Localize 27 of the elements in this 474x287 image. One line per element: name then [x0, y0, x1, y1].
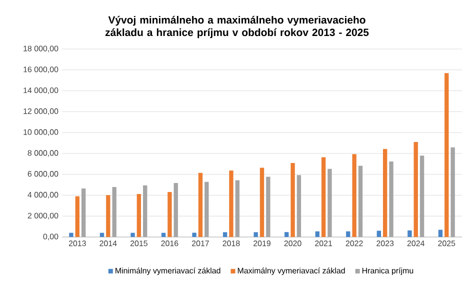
bar	[136, 194, 142, 237]
bar	[69, 232, 74, 237]
bar	[408, 230, 412, 237]
bar	[352, 154, 356, 237]
bar	[444, 73, 449, 237]
bar	[321, 157, 326, 237]
bar	[168, 192, 172, 237]
bar	[192, 232, 196, 237]
bar	[376, 230, 381, 237]
bar	[315, 231, 320, 237]
bar	[75, 196, 80, 237]
bar	[229, 170, 234, 237]
chart-title: Vývoj minimálneho a maximálneho vymeriavacieho základu a hranice príjmu v období rokov 2013 - 2025	[105, 16, 369, 38]
bar	[438, 230, 443, 237]
bar	[382, 148, 388, 237]
bar	[100, 232, 104, 237]
bar	[414, 142, 418, 237]
bar	[254, 232, 258, 237]
bar	[222, 232, 228, 237]
bar	[161, 232, 166, 237]
bar	[106, 195, 110, 237]
bar	[260, 168, 264, 237]
bar	[284, 232, 289, 237]
bar	[130, 232, 135, 237]
bar	[290, 163, 295, 237]
bar	[346, 231, 350, 237]
bar	[198, 172, 203, 237]
